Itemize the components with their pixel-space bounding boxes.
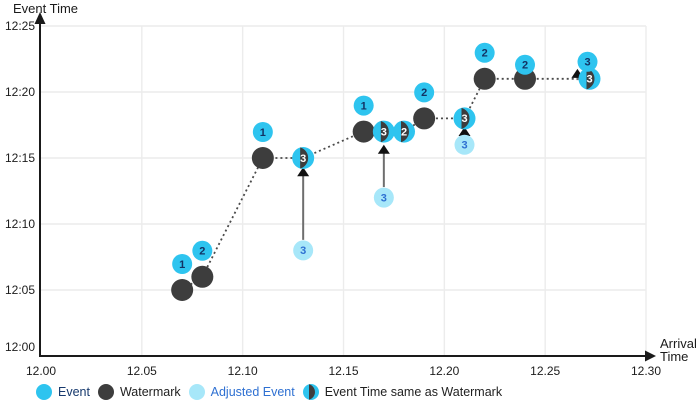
watermark-marker [191, 265, 214, 288]
adjustment-arrow-head-icon [377, 144, 390, 154]
same-as-watermark-marker-label: 3 [586, 74, 592, 86]
watermark-swatch-icon [97, 384, 114, 400]
x-tick-label: 12.15 [328, 364, 358, 378]
same-as-watermark-marker-label: 3 [461, 113, 467, 125]
adjusted-event-marker [293, 240, 314, 261]
event-marker-label: 2 [522, 60, 528, 72]
same-as-watermark-marker-dark-half [380, 121, 389, 143]
x-tick-label: 12.05 [127, 364, 157, 378]
legend-item-adjusted-event: Adjusted Event [188, 384, 295, 400]
event-marker-label: 2 [199, 246, 205, 258]
adjustment-arrow-head-icon [458, 126, 471, 136]
same-as-watermark-marker-label: 3 [300, 153, 306, 165]
legend-label-same-as-watermark: Event Time same as Watermark [324, 385, 503, 399]
y-tick-label: 12:20 [5, 85, 35, 99]
event-marker-label: 2 [421, 87, 427, 99]
y-tick-label: 12:15 [5, 151, 35, 165]
event-marker [192, 240, 213, 261]
event-marker [414, 82, 435, 103]
event-marker-label: 3 [584, 57, 590, 69]
legend-label-watermark: Watermark [119, 385, 181, 399]
legend-label-event: Event [58, 385, 90, 399]
x-axis-title-line1: Arrival [660, 336, 696, 351]
same-as-watermark-marker-dark-half [401, 121, 409, 143]
same-as-watermark-swatch-icon [302, 384, 319, 400]
event-marker [515, 54, 536, 75]
legend-label-adjusted-event: Adjusted Event [210, 385, 295, 399]
watermark-marker [251, 147, 274, 169]
watermark-marker [171, 279, 194, 301]
y-tick-label: 12:25 [5, 19, 35, 33]
same-as-watermark-marker-dark-half [300, 147, 309, 169]
y-tick-label: 12:00 [5, 340, 35, 354]
x-tick-label: 12.00 [26, 364, 56, 378]
adjusted-event-marker-label: 3 [461, 140, 467, 152]
x-axis-title: Arrival Time [660, 337, 696, 363]
x-tick-label: 12.30 [631, 364, 661, 378]
legend-item-watermark: Watermark [97, 384, 181, 400]
x-tick-label: 12.20 [429, 364, 459, 378]
x-axis-arrow-icon [645, 350, 656, 362]
chart-legend: Event Watermark Adjusted Event Event Tim… [36, 383, 502, 401]
x-tick-label: 12.25 [530, 364, 560, 378]
event-marker [353, 95, 374, 116]
event-marker-label: 2 [482, 48, 488, 60]
same-as-watermark-marker-label: 2 [401, 126, 407, 138]
event-marker-label: 1 [260, 127, 266, 139]
same-as-watermark-marker-label: 3 [381, 126, 387, 138]
event-marker-label: 1 [361, 100, 367, 112]
event-marker [474, 42, 495, 63]
event-marker-label: 1 [179, 259, 185, 271]
y-axis-title: Event Time [13, 1, 79, 16]
y-axis-arrow-icon [34, 12, 46, 24]
x-axis-title-line2: Time [660, 349, 689, 364]
same-as-watermark-marker-dark-half [586, 68, 595, 90]
legend-item-event: Event [36, 384, 90, 400]
adjustment-arrow-head-icon [297, 167, 310, 177]
y-tick-label: 12:05 [5, 283, 35, 297]
event-marker [252, 122, 273, 142]
watermark-marker [352, 120, 375, 143]
same-as-watermark-marker-dark-half [461, 107, 470, 129]
adjusted-event-swatch-icon [188, 384, 205, 400]
event-marker [577, 51, 598, 72]
watermark-marker [514, 67, 537, 90]
adjusted-event-marker [373, 187, 394, 208]
legend-item-same-as-watermark: Event Time same as Watermark [302, 384, 503, 400]
adjusted-event-marker-label: 3 [381, 192, 387, 204]
watermark-marker [473, 67, 496, 90]
event-swatch-icon [36, 384, 52, 400]
x-tick-label: 12.10 [228, 364, 258, 378]
adjusted-event-marker [454, 134, 475, 155]
y-tick-label: 12:10 [5, 217, 35, 231]
watermark-dotted-line [181, 77, 586, 291]
event-marker [172, 254, 193, 274]
watermark-marker [413, 107, 436, 130]
adjusted-event-marker-label: 3 [300, 245, 306, 257]
